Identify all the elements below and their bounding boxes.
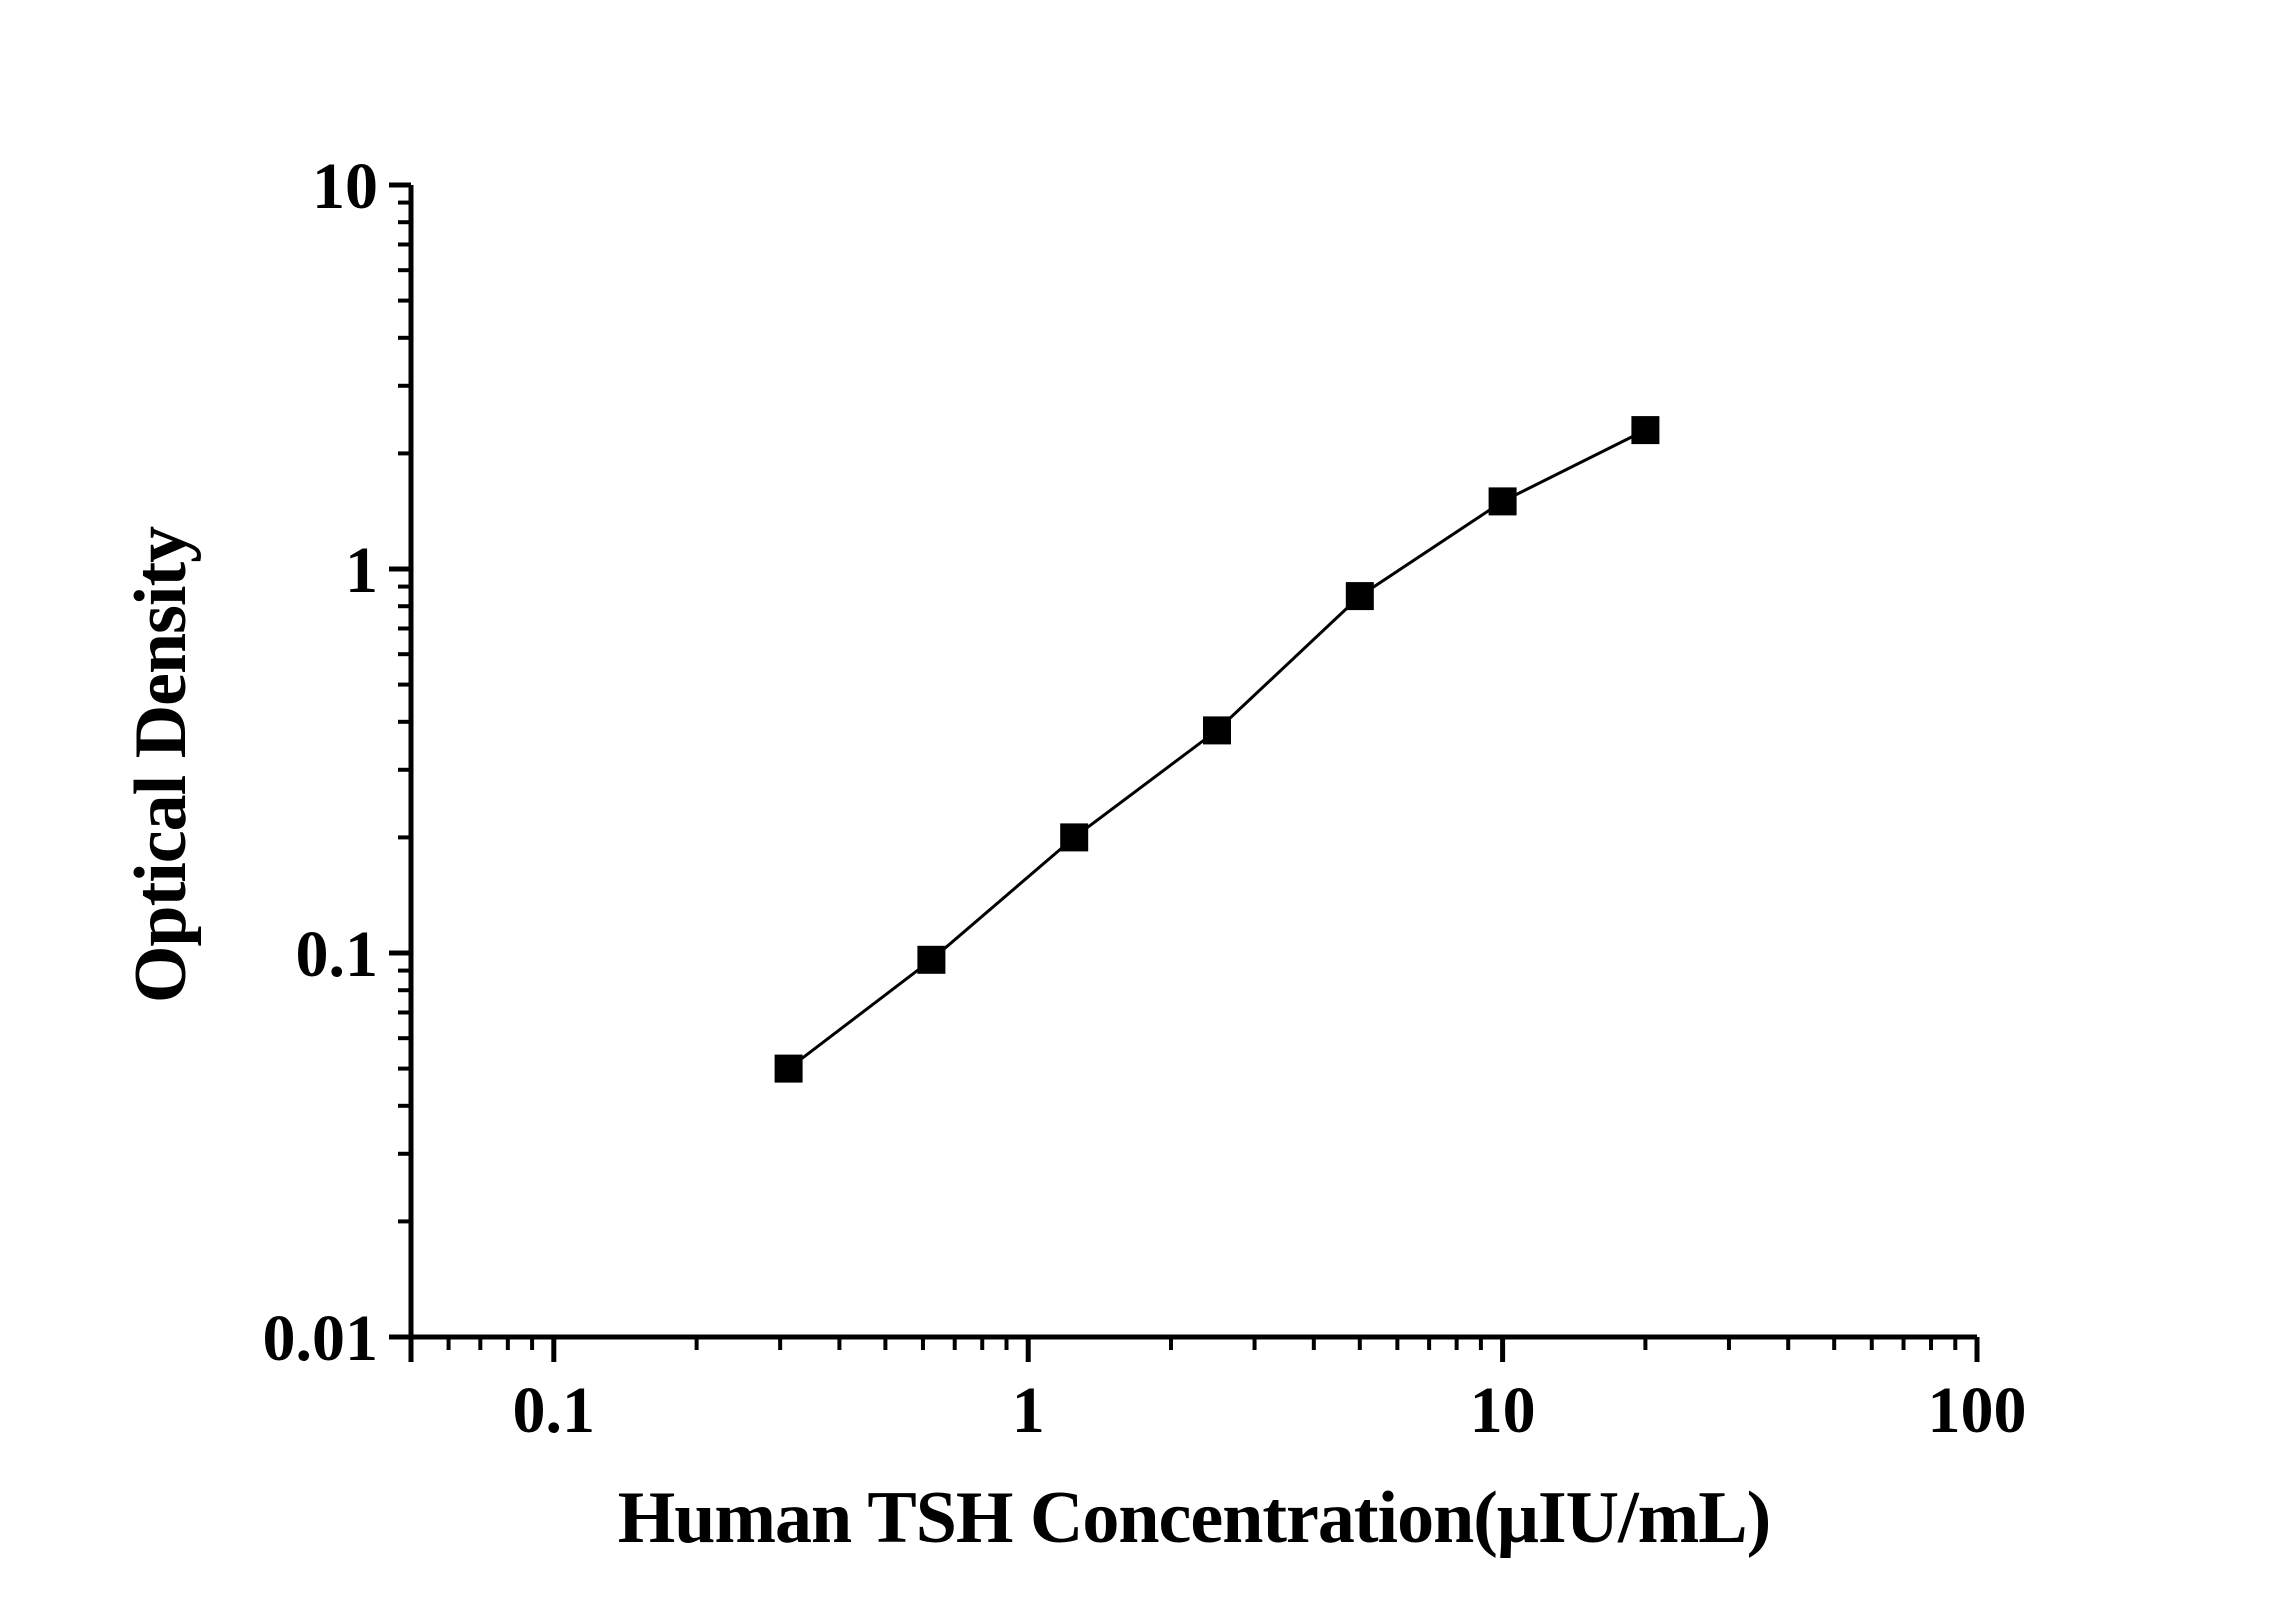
y-tick-label: 0.1 bbox=[296, 918, 379, 991]
data-point-marker bbox=[774, 1054, 803, 1083]
y-axis-title: Optical Density bbox=[120, 526, 202, 1003]
series-layer bbox=[774, 416, 1660, 1083]
data-point-marker bbox=[1631, 416, 1660, 445]
data-point-marker bbox=[1203, 716, 1231, 745]
y-tick-label: 10 bbox=[312, 150, 378, 223]
x-axis-title: Human TSH Concentration(μIU/mL) bbox=[618, 1477, 1771, 1559]
series-line bbox=[787, 428, 1647, 1070]
axes-layer bbox=[408, 185, 1977, 1340]
data-point-marker bbox=[1488, 487, 1517, 516]
ticks-layer bbox=[389, 182, 1980, 1362]
x-tick-label: 10 bbox=[1470, 1374, 1536, 1447]
x-tick-label: 100 bbox=[1928, 1374, 2027, 1447]
data-point-marker bbox=[917, 945, 946, 974]
data-point-marker bbox=[1060, 823, 1089, 852]
tick-labels-layer: 0.1 1 10 100 0.01 0.1 1 10 bbox=[263, 150, 2027, 1447]
y-tick-label: 0.01 bbox=[263, 1302, 379, 1375]
x-tick-label: 1 bbox=[1012, 1374, 1045, 1447]
data-point-marker bbox=[1345, 582, 1374, 611]
y-tick-label: 1 bbox=[345, 534, 378, 607]
x-tick-label: 0.1 bbox=[513, 1374, 596, 1447]
